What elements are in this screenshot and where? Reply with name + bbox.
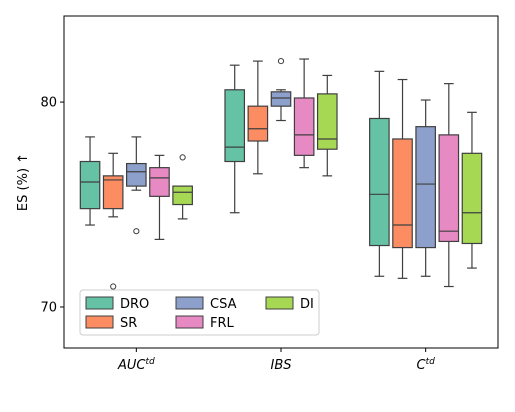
legend-swatch [265, 296, 294, 310]
x-tick-label: AUCtd [117, 357, 155, 373]
legend-item-sr: SR [85, 315, 137, 331]
x-tick-label-superscript: td [145, 357, 155, 367]
box-csa-3 [415, 99, 436, 277]
y-axis-label: ES (%) ↑ [16, 153, 31, 211]
box-sr-2 [247, 60, 269, 175]
box-iqr [369, 117, 390, 247]
box-iqr [102, 175, 124, 210]
box-sr-3 [392, 78, 413, 279]
box-frl-1 [149, 154, 170, 240]
y-tick-label: 80 [40, 96, 57, 111]
box-iqr [79, 160, 101, 210]
legend-swatch [175, 315, 204, 329]
x-tick-label-superscript: td [426, 357, 436, 367]
legend-item-di: DI [265, 296, 314, 312]
legend-label: FRL [210, 316, 235, 331]
x-tick-label: IBS [270, 358, 291, 373]
legend-swatch [85, 315, 114, 329]
box-di-3 [461, 111, 483, 269]
legend-swatch [85, 296, 114, 310]
y-tick-label: 70 [40, 301, 57, 316]
box-dro-2 [224, 64, 246, 214]
box-dro-3 [369, 70, 390, 277]
legend-frame [79, 289, 320, 336]
x-tick-label: Ctd [417, 357, 436, 373]
x-tick-label-base: C [417, 358, 427, 373]
x-tick-label-base: IBS [270, 358, 291, 373]
box-frl-3 [438, 83, 460, 288]
box-di-2 [316, 74, 338, 177]
legend-label: SR [120, 316, 137, 331]
legend-item-csa: CSA [175, 296, 237, 312]
box-iqr [247, 105, 269, 142]
outlier-point [110, 283, 117, 290]
legend: DRO SR CSA FRL DI [79, 289, 320, 336]
box-iqr [293, 97, 315, 156]
box-iqr [172, 185, 193, 206]
box-iqr [149, 167, 170, 197]
box-iqr [392, 138, 413, 249]
box-dro-1 [79, 136, 101, 226]
box-iqr [270, 91, 292, 107]
outlier-point [179, 154, 186, 161]
box-iqr [415, 126, 436, 249]
legend-item-dro: DRO [85, 296, 149, 312]
outlier-point [277, 57, 285, 65]
legend-label: CSA [210, 297, 237, 312]
box-iqr [126, 162, 147, 187]
box-csa-2 [270, 57, 292, 122]
outlier-point [133, 228, 140, 235]
box-csa-1 [126, 136, 147, 235]
box-iqr [461, 152, 483, 245]
legend-label: DRO [120, 297, 149, 312]
legend-item-frl: FRL [175, 315, 235, 331]
x-tick-label-base: AUC [117, 358, 146, 373]
box-iqr [438, 134, 460, 243]
legend-label: DI [300, 297, 314, 312]
box-frl-2 [293, 58, 315, 169]
box-iqr [224, 89, 246, 163]
box-sr-1 [102, 152, 124, 290]
legend-swatch [175, 296, 204, 310]
box-di-1 [172, 154, 193, 220]
box-iqr [316, 93, 338, 150]
plot-area [79, 57, 483, 290]
